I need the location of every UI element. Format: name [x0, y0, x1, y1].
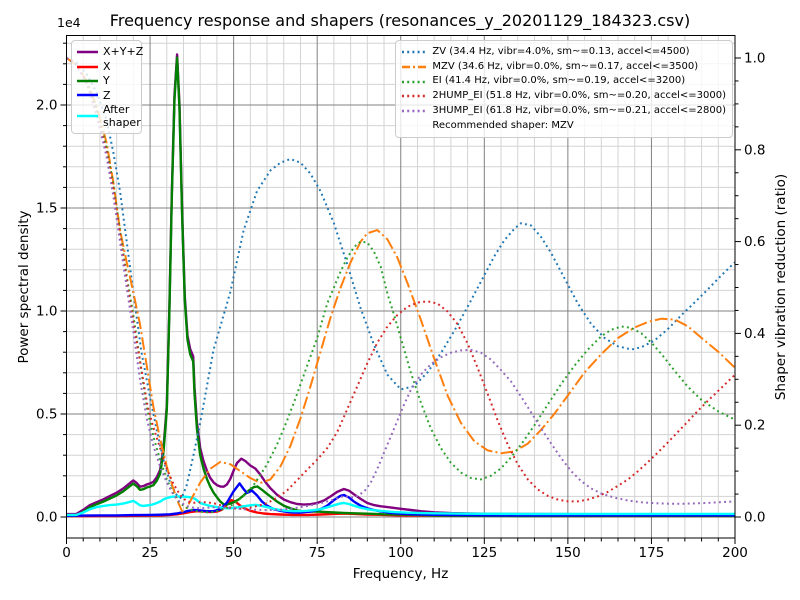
legend-line-sample [402, 65, 428, 69]
legend-item: X+Y+Z [77, 45, 143, 59]
legend-item-label: Y [103, 74, 110, 88]
curve-mzv [66, 57, 735, 513]
ticks [60, 42, 741, 544]
y-axis-label-right: Shaper vibration reduction (ratio) [773, 173, 789, 401]
y-right-tick-label: 0.0 [744, 510, 765, 526]
legend-item-label: 3HUMP_EI (61.8 Hz, vibr=0.0%, sm~=0.21, … [432, 104, 726, 116]
curve-ei [66, 57, 735, 514]
curves [66, 53, 735, 518]
curve-x-y-z [66, 53, 735, 516]
curve-y [66, 56, 735, 518]
legend-item: Y [77, 74, 136, 88]
legend-line-sample [402, 95, 428, 98]
x-tick-label: 200 [722, 545, 748, 561]
x-tick-label: 175 [639, 545, 665, 561]
legend-item-label: 2HUMP_EI (51.8 Hz, vibr=0.0%, sm~=0.20, … [432, 90, 726, 102]
y-right-tick-label: 1.0 [744, 51, 765, 67]
legend-psd: X+Y+Z X Y Z After shaper [71, 40, 143, 135]
legend-item-label: Z [103, 88, 111, 102]
y-left-tick-label: 1.0 [36, 304, 57, 320]
legend-line-sample [77, 65, 98, 68]
legend-line-sample [77, 114, 98, 118]
legend-item-label: EI (41.4 Hz, vibr=0.0%, sm~=0.19, accel<… [432, 75, 686, 87]
y-right-tick-label: 0.8 [744, 142, 765, 158]
legend-item: 2HUMP_EI (51.8 Hz, vibr=0.0%, sm~=0.20, … [402, 89, 726, 104]
y-left-tick-label: 0.5 [36, 407, 57, 423]
y-left-tick-label: 0.0 [36, 510, 57, 526]
legend-line-sample [402, 80, 428, 84]
curve-3hump-ei [66, 57, 735, 512]
y-axis-label-left: Power spectral density [16, 210, 32, 364]
legend-item: MZV (34.6 Hz, vibr=0.0%, sm~=0.17, accel… [402, 60, 726, 75]
y-left-tick-label: 1.5 [36, 201, 57, 217]
x-tick-label: 75 [309, 545, 326, 561]
legend-item-label: MZV (34.6 Hz, vibr=0.0%, sm~=0.17, accel… [432, 60, 699, 72]
legend-line-sample [402, 51, 428, 54]
legend-line-sample [77, 94, 98, 97]
x-axis-label: Frequency, Hz [352, 566, 449, 582]
x-tick-label: 100 [388, 545, 414, 561]
tick-labels: 0 25 50 75 100 125 150 175 200 0.0 0.5 1.0 1.5 2.0 0.0… [36, 51, 765, 562]
legend-item-label: ZV (34.4 Hz, vibr=4.0%, sm~=0.13, accel<… [432, 46, 690, 57]
legend-footer-recommended-shaper: Recommended shaper: MZV [432, 119, 574, 131]
y-right-tick-label: 0.6 [744, 234, 765, 250]
legend-shapers: ZV (34.4 Hz, vibr=4.0%, sm~=0.13, accel<… [395, 40, 733, 139]
legend-line-sample [402, 109, 428, 113]
legend-item: EI (41.4 Hz, vibr=0.0%, sm~=0.19, accel<… [402, 74, 726, 89]
y-right-tick-label: 0.4 [744, 326, 765, 342]
legend-item-label: After shaper [103, 102, 141, 129]
y-left-tick-label: 2.0 [36, 98, 57, 114]
legend-line-sample [77, 79, 98, 83]
legend-item: After shaper [77, 103, 141, 130]
y-axis-offset-text: 1e4 [57, 15, 81, 30]
legend-item: 3HUMP_EI (61.8 Hz, vibr=0.0%, sm~=0.21, … [402, 104, 726, 119]
legend-item-label: X [103, 59, 111, 73]
x-tick-label: 50 [225, 545, 242, 561]
x-tick-label: 125 [471, 545, 497, 561]
chart-title: Frequency response and shapers (resonanc… [109, 11, 691, 30]
legend-item: ZV (34.4 Hz, vibr=4.0%, sm~=0.13, accel<… [402, 45, 726, 60]
x-tick-label: 150 [555, 545, 581, 561]
legend-line-sample [77, 50, 98, 54]
legend-item: Z [77, 88, 136, 102]
x-tick-label: 25 [141, 545, 158, 561]
legend-item: X [77, 59, 136, 73]
y-right-tick-label: 0.2 [744, 418, 765, 434]
legend-item-label: X+Y+Z [103, 45, 144, 59]
x-tick-label: 0 [62, 545, 71, 561]
